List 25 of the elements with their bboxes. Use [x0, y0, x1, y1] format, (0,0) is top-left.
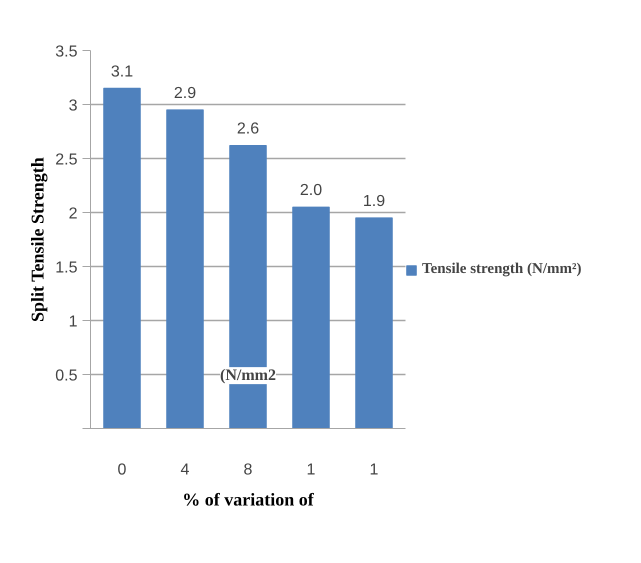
data-label: 2.6	[236, 120, 260, 138]
y-axis-title: Split Tensile Strength	[27, 157, 48, 322]
data-label: 3.1	[110, 63, 134, 80]
bar	[166, 109, 204, 428]
x-axis-title: % of variation of	[182, 490, 315, 510]
data-label: 2.0	[300, 182, 322, 200]
y-tick-label: 3.5	[55, 44, 78, 60]
legend-label: Tensile strength (N/mm²)	[422, 261, 582, 278]
y-tick-label: 2	[68, 206, 78, 222]
x-tick-label: 8	[244, 462, 253, 478]
y-tick-label: 2.5	[55, 152, 78, 168]
y-tick-label: 1	[68, 314, 78, 330]
bar	[355, 217, 393, 428]
x-tick-label: 1	[306, 462, 316, 478]
x-tick-label: 1	[370, 462, 379, 478]
bar	[103, 88, 141, 428]
data-label: 1.9	[362, 192, 386, 210]
y-tick-label: 3	[68, 98, 78, 114]
annotation: (N/mm2	[220, 367, 276, 384]
x-tick-label: 0	[118, 462, 127, 478]
bar	[292, 206, 330, 428]
x-tick-label: 4	[180, 462, 190, 478]
data-label: 2.9	[174, 84, 196, 102]
y-tick-label: 1.5	[55, 260, 78, 276]
y-tick-label: 0.5	[55, 368, 78, 384]
